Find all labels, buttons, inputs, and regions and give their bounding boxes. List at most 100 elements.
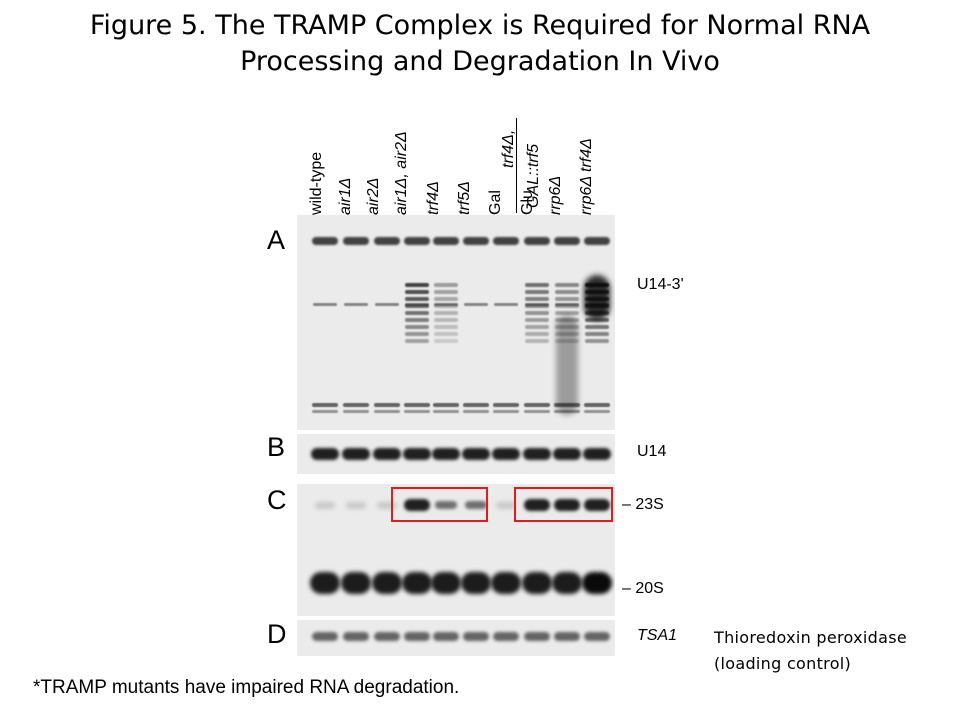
loading-control-note: Thioredoxin peroxidase (loading control) — [714, 625, 907, 677]
band-a-mid — [464, 303, 488, 306]
band-c-23s-faint — [377, 502, 397, 509]
panel-letter-b: B — [267, 432, 286, 462]
band-a-smear — [434, 304, 458, 308]
band-a-smear — [434, 325, 458, 329]
band-c-23s — [584, 499, 610, 511]
band-a-low — [433, 403, 459, 407]
band-a-smear — [405, 297, 429, 301]
band-a-smear — [525, 311, 549, 315]
band-a-top — [312, 237, 338, 245]
band-b — [311, 448, 339, 460]
band-c-20s — [552, 572, 582, 594]
band-c-20s — [461, 572, 491, 594]
band-a-smear — [405, 339, 429, 343]
band-b — [523, 448, 551, 460]
band-d — [343, 632, 369, 641]
lane-label-8: rrp6Δ — [547, 175, 564, 215]
band-c-23s — [404, 499, 430, 511]
band-a-smear — [405, 325, 429, 329]
figure-title-line-1: Figure 5. The TRAMP Complex is Required … — [89, 10, 871, 41]
band-a-smear — [434, 290, 458, 294]
band-b — [553, 448, 581, 460]
band-a-smear — [525, 325, 549, 329]
label-23s: – 23S — [622, 496, 664, 513]
band-a-smear — [434, 311, 458, 315]
band-a-smear — [434, 318, 458, 322]
band-c-20s — [582, 572, 612, 594]
band-a-smear — [585, 332, 609, 336]
band-a-mid — [344, 303, 368, 306]
band-d — [312, 632, 338, 641]
label-20s: – 20S — [622, 580, 664, 597]
band-a-low2 — [584, 410, 610, 413]
band-b — [403, 448, 431, 460]
band-a-mid — [555, 303, 579, 306]
band-a-mid — [375, 303, 399, 306]
band-b — [492, 448, 520, 460]
band-a-smear — [405, 311, 429, 315]
band-a-smear — [525, 332, 549, 336]
band-a-smear — [555, 318, 579, 322]
band-a-top — [463, 237, 489, 245]
gal-glu-bracket — [516, 118, 517, 213]
band-a-mid — [494, 303, 518, 306]
band-c-23s-faint — [496, 502, 516, 509]
band-a-low2 — [463, 410, 489, 413]
label-tsa1: TSA1 — [637, 627, 678, 644]
band-a-smear — [434, 283, 458, 287]
figure-title-line-2: Processing and Degradation In Vivo — [240, 46, 720, 77]
band-a-top — [374, 237, 400, 245]
band-b — [462, 448, 490, 460]
band-a-smear — [525, 304, 549, 308]
band-c-23s-weak — [435, 501, 457, 509]
band-a-top — [524, 237, 550, 245]
band-d — [524, 632, 550, 641]
band-a-smear — [555, 304, 579, 308]
band-a-low2 — [374, 410, 400, 413]
band-a-smear — [555, 311, 579, 315]
band-c-20s — [491, 572, 521, 594]
band-a-smear — [405, 283, 429, 287]
band-c-20s — [310, 572, 340, 594]
band-a-low — [554, 403, 580, 407]
band-b — [583, 448, 611, 460]
band-c-23s-weak — [465, 501, 487, 509]
band-a-smear — [555, 332, 579, 336]
band-d — [463, 632, 489, 641]
band-a-top — [493, 237, 519, 245]
label-u14-3prime: U14-3' — [637, 276, 684, 293]
panel-letter-c: C — [267, 485, 287, 515]
lane-label-9: rrp6Δ trf4Δ — [578, 138, 595, 215]
label-u14: U14 — [637, 443, 667, 460]
band-a-smear — [434, 339, 458, 343]
band-a-smear — [525, 297, 549, 301]
band-a-low2 — [404, 410, 430, 413]
band-a-smear — [585, 318, 609, 322]
band-a-low — [374, 403, 400, 407]
footnote: *TRAMP mutants have impaired RNA degrada… — [33, 677, 460, 698]
highlight-box-left — [391, 487, 488, 522]
lane-label-6: Gal — [487, 190, 504, 215]
band-a-low — [404, 403, 430, 407]
band-a-rrp6-smear — [556, 315, 578, 415]
bracket-label-top: trf4Δ, — [500, 129, 517, 168]
lane-label-5: trf5Δ — [456, 181, 473, 215]
band-a-mid — [434, 303, 458, 306]
band-a-low — [493, 403, 519, 407]
band-d — [584, 632, 610, 641]
band-a-low2 — [312, 410, 338, 413]
band-a-mid — [313, 303, 337, 306]
band-a-smear — [405, 290, 429, 294]
lane-label-3: air1Δ, air2Δ — [393, 131, 410, 215]
band-a-smear — [555, 290, 579, 294]
band-d — [374, 632, 400, 641]
bracket-label-bottom: GAL::trf5 — [525, 143, 542, 208]
band-d — [554, 632, 580, 641]
band-a-smear — [405, 304, 429, 308]
loading-control-note-line-1: Thioredoxin peroxidase — [714, 628, 907, 647]
band-a-top — [433, 237, 459, 245]
blot-panel-d — [297, 620, 615, 656]
band-a-smear — [555, 283, 579, 287]
band-a-low — [343, 403, 369, 407]
band-d — [493, 632, 519, 641]
